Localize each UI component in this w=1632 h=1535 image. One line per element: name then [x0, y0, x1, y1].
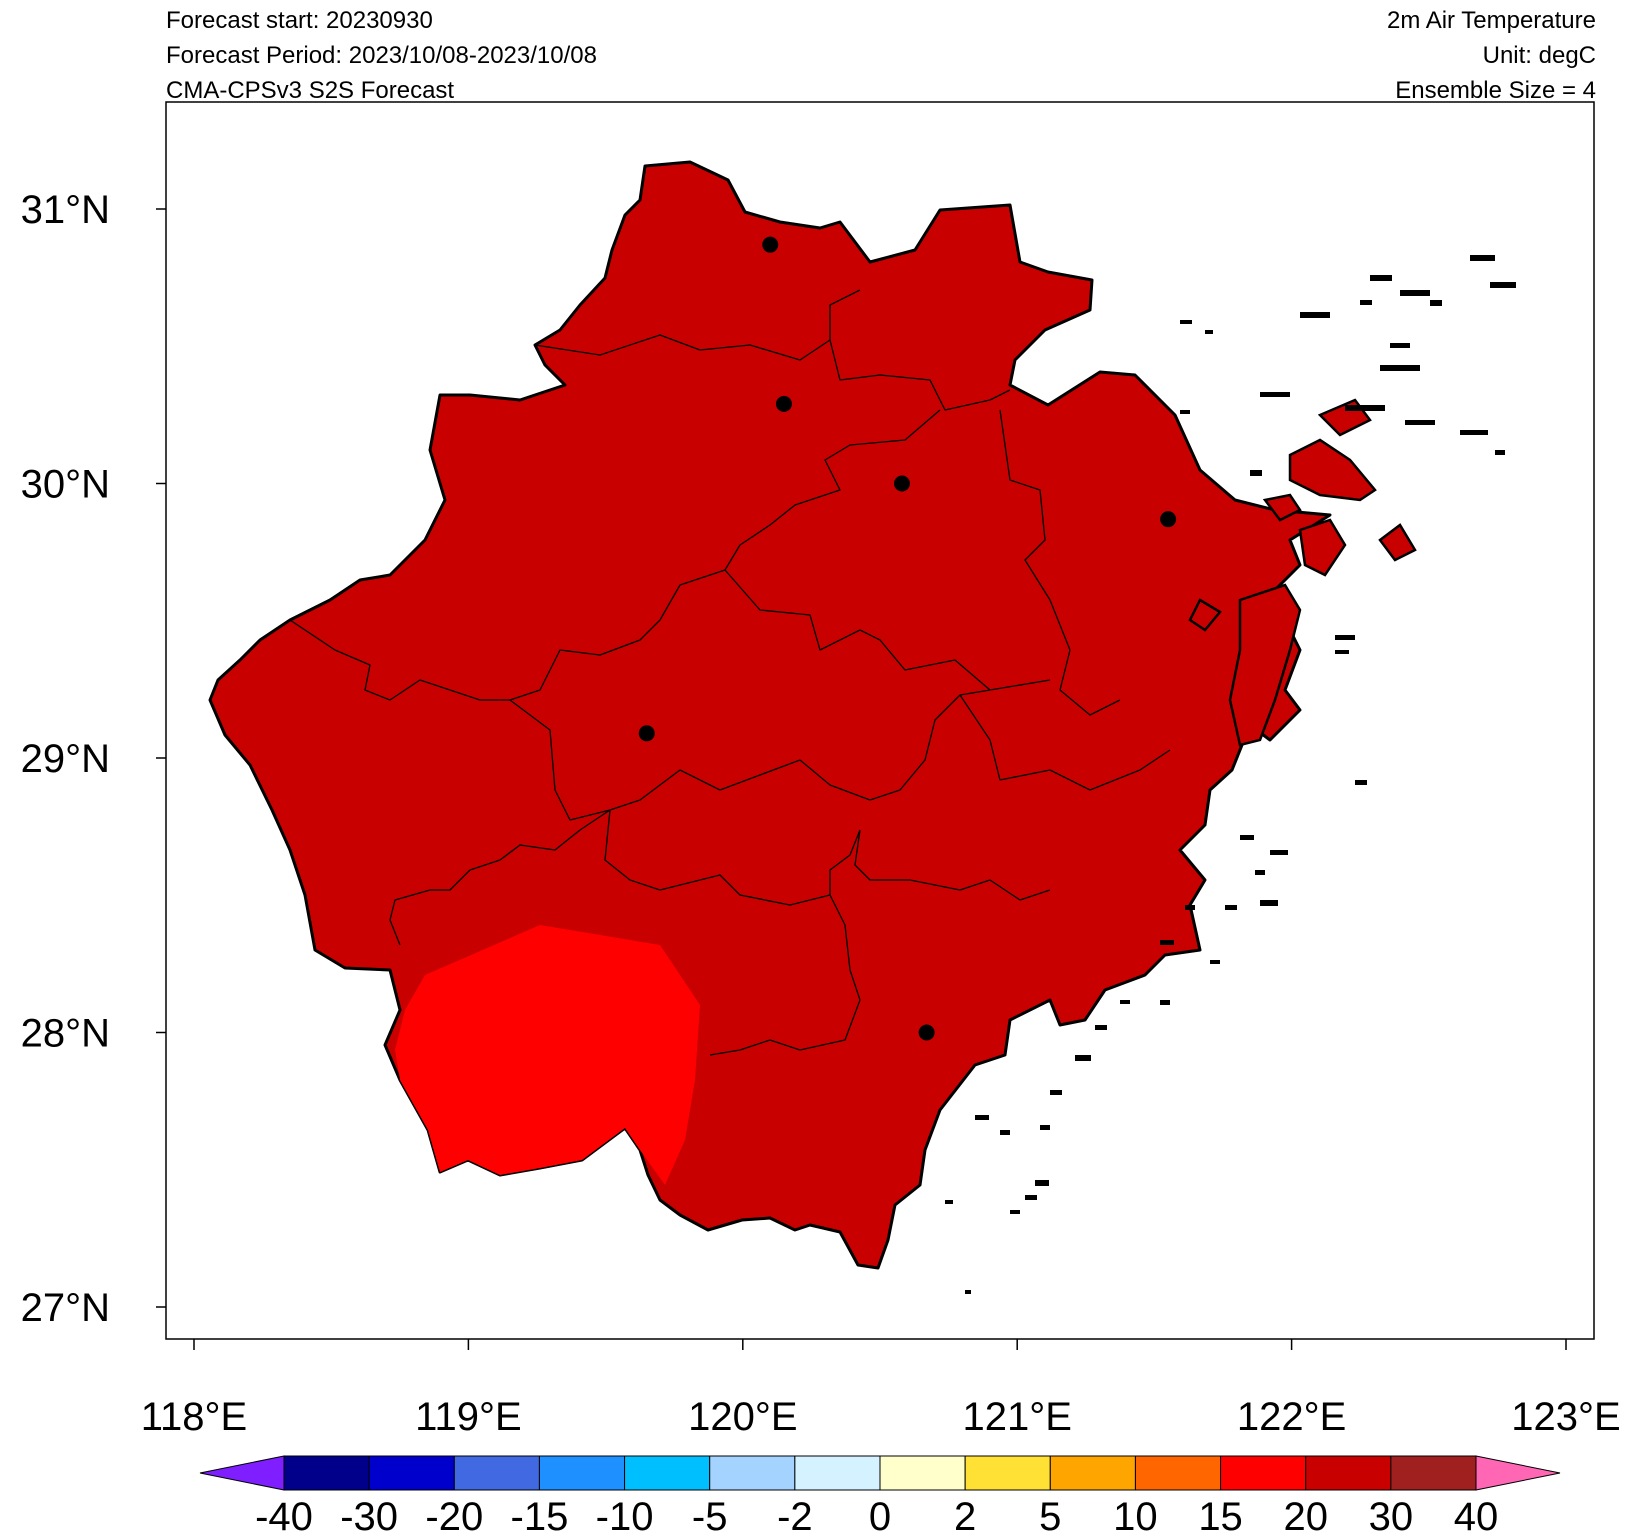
model-name-text: CMA-CPSv3 S2S Forecast	[166, 77, 455, 104]
unit-text: Unit: degC	[1482, 42, 1596, 69]
colorbar-label: -40	[255, 1495, 313, 1535]
lon-tick-label: 120°E	[688, 1395, 797, 1439]
colorbar-label: 0	[869, 1495, 891, 1535]
axes: 31°N 30°N 29°N 28°N 27°N 118°E 119°E 120°E 121°E…	[21, 188, 1621, 1439]
forecast-start-text: Forecast start: 20230930	[166, 7, 433, 34]
colorbar-label: 30	[1369, 1495, 1414, 1535]
lon-tick-label: 122°E	[1237, 1395, 1346, 1439]
city-marker	[762, 236, 779, 253]
colorbar-min-arrow	[199, 1455, 285, 1491]
lon-tick-label: 123°E	[1511, 1395, 1620, 1439]
colorbar-label: 10	[1113, 1495, 1158, 1535]
province-fill-warm	[395, 925, 700, 1185]
colorbar: -40 -30 -20 -15 -10 -5 -2 0 2 5 10 15 20 30 40	[199, 1455, 1561, 1535]
variable-name-text: 2m Air Temperature	[1387, 7, 1596, 34]
colorbar-label: 15	[1198, 1495, 1243, 1535]
colorbar-label: 20	[1283, 1495, 1328, 1535]
header-right: 2m Air Temperature Unit: degC Ensemble S…	[1387, 3, 1596, 108]
colorbar-box	[1220, 1455, 1307, 1491]
lat-tick-label: 31°N	[21, 188, 110, 232]
city-marker	[1160, 511, 1177, 528]
prefecture-boundaries	[289, 289, 1171, 1056]
forecast-period-text: Forecast Period: 2023/10/08-2023/10/08	[166, 42, 597, 69]
city-marker	[893, 475, 910, 492]
colorbar-box	[624, 1455, 711, 1491]
colorbar-box	[794, 1455, 881, 1491]
colorbar-label: -20	[425, 1495, 483, 1535]
city-marker	[918, 1024, 935, 1041]
city-marker	[638, 725, 655, 742]
colorbar-max-arrow	[1475, 1455, 1561, 1491]
colorbar-box	[283, 1455, 370, 1491]
colorbar-box	[538, 1455, 626, 1491]
colorbar-label: 40	[1454, 1495, 1499, 1535]
colorbar-box	[453, 1455, 540, 1491]
colorbar-box	[1134, 1455, 1222, 1491]
lon-tick-label: 118°E	[141, 1395, 247, 1439]
colorbar-box	[1305, 1455, 1392, 1491]
ensemble-size-text: Ensemble Size = 4	[1395, 77, 1596, 104]
city-markers	[638, 236, 1177, 1041]
lat-tick-label: 30°N	[21, 463, 110, 507]
city-marker	[775, 395, 792, 412]
colorbar-label: -15	[511, 1495, 569, 1535]
colorbar-box	[368, 1455, 455, 1491]
colorbar-label: 5	[1039, 1495, 1061, 1535]
header-left: Forecast start: 20230930 Forecast Period…	[166, 3, 597, 108]
lat-tick-label: 28°N	[21, 1012, 110, 1056]
colorbar-box	[709, 1455, 796, 1491]
colorbar-box	[879, 1455, 966, 1491]
lon-tick-label: 119°E	[415, 1395, 521, 1439]
lon-tick-label: 121°E	[962, 1395, 1071, 1439]
colorbar-box	[1049, 1455, 1136, 1491]
colorbar-label: -2	[777, 1495, 813, 1535]
colorbar-label: -10	[596, 1495, 654, 1535]
colorbar-label: -5	[692, 1495, 728, 1535]
colorbar-label: 2	[954, 1495, 976, 1535]
province-fill-main	[208, 160, 1332, 1270]
colorbar-label: -30	[340, 1495, 398, 1535]
small-islands	[945, 255, 1516, 1294]
lat-tick-label: 29°N	[21, 737, 110, 781]
lat-tick-label: 27°N	[21, 1286, 110, 1330]
colorbar-box	[1390, 1455, 1477, 1491]
colorbar-box	[964, 1455, 1051, 1491]
plot-frame	[165, 101, 1595, 1340]
